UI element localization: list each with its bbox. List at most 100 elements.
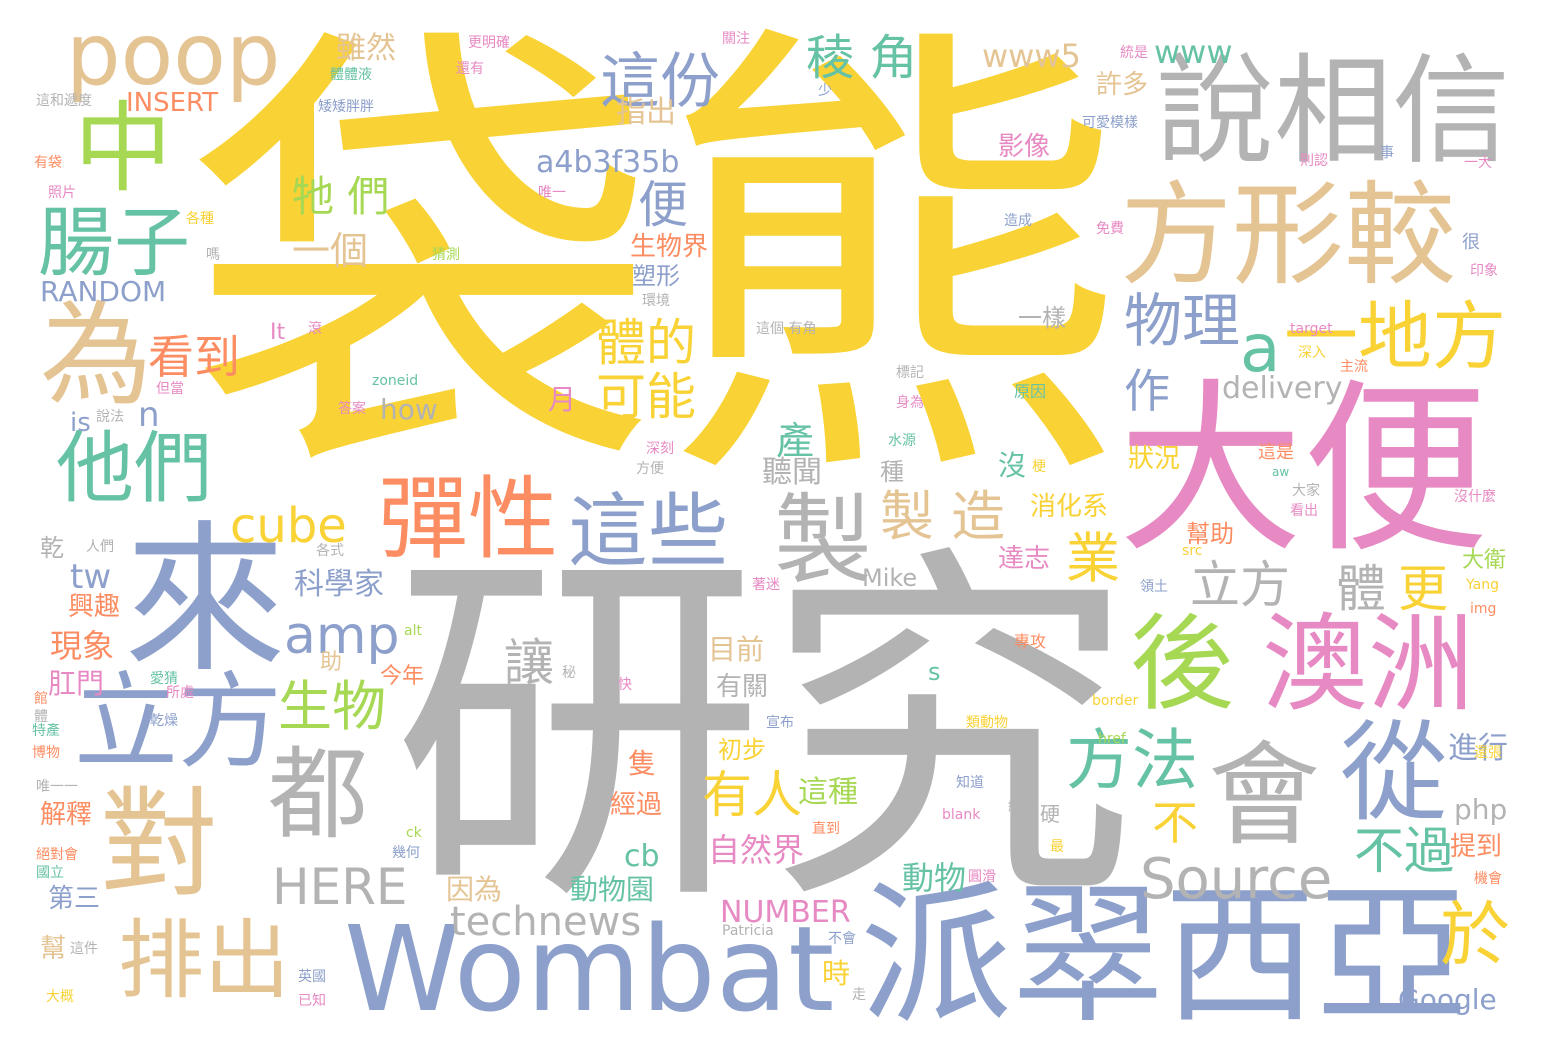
word-zhuliu: 主流 xyxy=(1340,359,1368,375)
word-zou: 走 xyxy=(852,987,866,1003)
word-zhege-youjiao: 這個 有角 xyxy=(756,321,817,337)
word-shenru: 深入 xyxy=(1298,345,1326,361)
word-gun: 滾 xyxy=(308,321,322,337)
word-cb: cb xyxy=(624,839,660,874)
word-dandang: 但當 xyxy=(156,381,184,397)
word-shengwu: 生物 xyxy=(278,675,386,738)
word-lingtu: 領土 xyxy=(1140,579,1168,595)
word-mike: Mike xyxy=(862,564,918,592)
word-suxing: 塑形 xyxy=(632,262,680,290)
word-zhidao-until: 直到 xyxy=(812,821,840,837)
word-shi-matter: 事 xyxy=(1380,145,1394,161)
word-dou: 都 xyxy=(268,736,368,853)
word-hui: 會 xyxy=(1208,731,1320,861)
word-dongwuyuan: 動物園 xyxy=(570,873,655,906)
word-geng: 更 xyxy=(1398,560,1448,618)
word-zhidao: 知道 xyxy=(956,775,984,791)
word-zheshi: 這是 xyxy=(1258,442,1294,463)
word-xianxiang: 現象 xyxy=(50,627,115,665)
word-lifang-gray: 立方 xyxy=(1190,556,1290,614)
word-youguan: 有關 xyxy=(716,672,769,702)
word-ying: 硬 xyxy=(1040,802,1060,826)
word-jinnian: 今年 xyxy=(380,664,425,689)
word-haiyou: 還有 xyxy=(456,61,484,77)
word-mi: 秘 xyxy=(562,665,576,681)
word-suochu: 所處 xyxy=(166,685,194,701)
word-yizhi: 已知 xyxy=(298,993,326,1009)
word-suiran: 雖然 xyxy=(336,31,396,66)
word-zhichu: 指出 xyxy=(616,95,676,130)
word-yingguo: 英國 xyxy=(298,969,326,985)
word-a: a xyxy=(1240,310,1281,387)
word-jieshi: 解釋 xyxy=(40,800,93,830)
word-poop: poop xyxy=(66,5,281,105)
word-jihui: 機會 xyxy=(1474,871,1502,887)
word-source: Source xyxy=(1140,847,1333,912)
word-how: how xyxy=(380,393,438,426)
word-is: is xyxy=(70,408,91,438)
word-ganzao: 乾燥 xyxy=(150,713,178,729)
word-leidongwu: 類動物 xyxy=(966,715,1008,731)
word-huanjing: 環境 xyxy=(642,293,670,309)
word-zhezhong: 這種 xyxy=(798,775,858,810)
word-zhaopian: 照片 xyxy=(48,185,76,201)
word-tamen-animal: 牠 們 xyxy=(292,172,390,221)
word-dui: 對 xyxy=(100,775,219,913)
word-tamen: 他們 xyxy=(56,424,213,514)
word-src: src xyxy=(1182,543,1203,559)
word-wombat: Wombat xyxy=(344,900,835,1038)
word-zhizao: 製 造 xyxy=(880,485,1006,548)
word-shenke: 深刻 xyxy=(646,441,674,457)
word-patricia: Patricia xyxy=(722,923,774,939)
word-weiyiyi: 唯一一 xyxy=(36,779,78,795)
word-wuli: 物理 xyxy=(1124,287,1241,355)
word-ma: 嗎 xyxy=(206,247,220,263)
word-img: img xyxy=(1470,601,1497,617)
word-aicai: 愛猜 xyxy=(150,671,178,687)
word-daixiong: 袋熊 xyxy=(188,0,1128,538)
word-dawei: 大衛 xyxy=(1462,548,1507,573)
word-geshi: 各式 xyxy=(316,543,344,559)
word-rang: 讓 xyxy=(504,634,554,692)
word-lifang-blue: 立方 xyxy=(74,661,283,783)
word-zhong: 中 xyxy=(74,92,173,206)
word-yanjiu: 研究 xyxy=(392,517,1136,950)
word-zhejian: 這件 xyxy=(70,941,98,957)
word-tide: 體的 xyxy=(596,314,696,372)
word-shuoxiangxin: 說相信 xyxy=(1156,42,1511,180)
word-www5: www5 xyxy=(982,37,1081,75)
word-zhaomi: 著迷 xyxy=(752,577,780,593)
word-yida: 一大 xyxy=(1464,155,1492,171)
word-zhuangong: 專攻 xyxy=(1014,632,1047,651)
word-kanchu: 看出 xyxy=(1290,503,1318,519)
word-wei: 為 xyxy=(40,291,152,421)
word-muqian: 目前 xyxy=(708,633,765,666)
word-guoli: 國立 xyxy=(36,865,64,881)
word-insert: INSERT xyxy=(126,88,219,118)
word-lengjiao: 稜 角 xyxy=(806,30,918,86)
word-chubu: 初步 xyxy=(718,736,766,764)
word-keaimoyang: 可愛模樣 xyxy=(1082,115,1138,131)
word-geng-stem: 梗 xyxy=(1032,459,1046,475)
word-paicuixiya: 派翠西亞 xyxy=(860,867,1468,1044)
word-keneng: 可能 xyxy=(596,368,696,426)
word-zuo: 作 xyxy=(1124,364,1170,418)
word-ganmen: 肛門 xyxy=(48,667,105,700)
word-ti: 體 xyxy=(1336,560,1386,618)
word-random: RANDOM xyxy=(40,275,167,308)
word-cube: cube xyxy=(230,498,347,554)
word-jinxing: 進行 xyxy=(1448,731,1508,766)
word-yingxiang: 影像 xyxy=(998,132,1051,162)
word-shengwujie: 生物界 xyxy=(630,232,709,262)
word-yu: 於 xyxy=(1440,894,1510,976)
word-fangxingjiao: 方形較 xyxy=(1120,171,1456,301)
word-href: href xyxy=(1098,731,1126,747)
word-ck: ck xyxy=(406,825,422,841)
word-bian: 便 xyxy=(638,176,688,234)
word-zhehedidu: 這和遞度 xyxy=(36,93,92,109)
word-tingwen: 聽聞 xyxy=(762,455,822,490)
word-kandao: 看到 xyxy=(148,330,240,384)
word-dajia: 大家 xyxy=(1292,483,1320,499)
word-changzi: 腸子 xyxy=(38,198,190,287)
word-dazhi: 達志 xyxy=(998,544,1051,574)
